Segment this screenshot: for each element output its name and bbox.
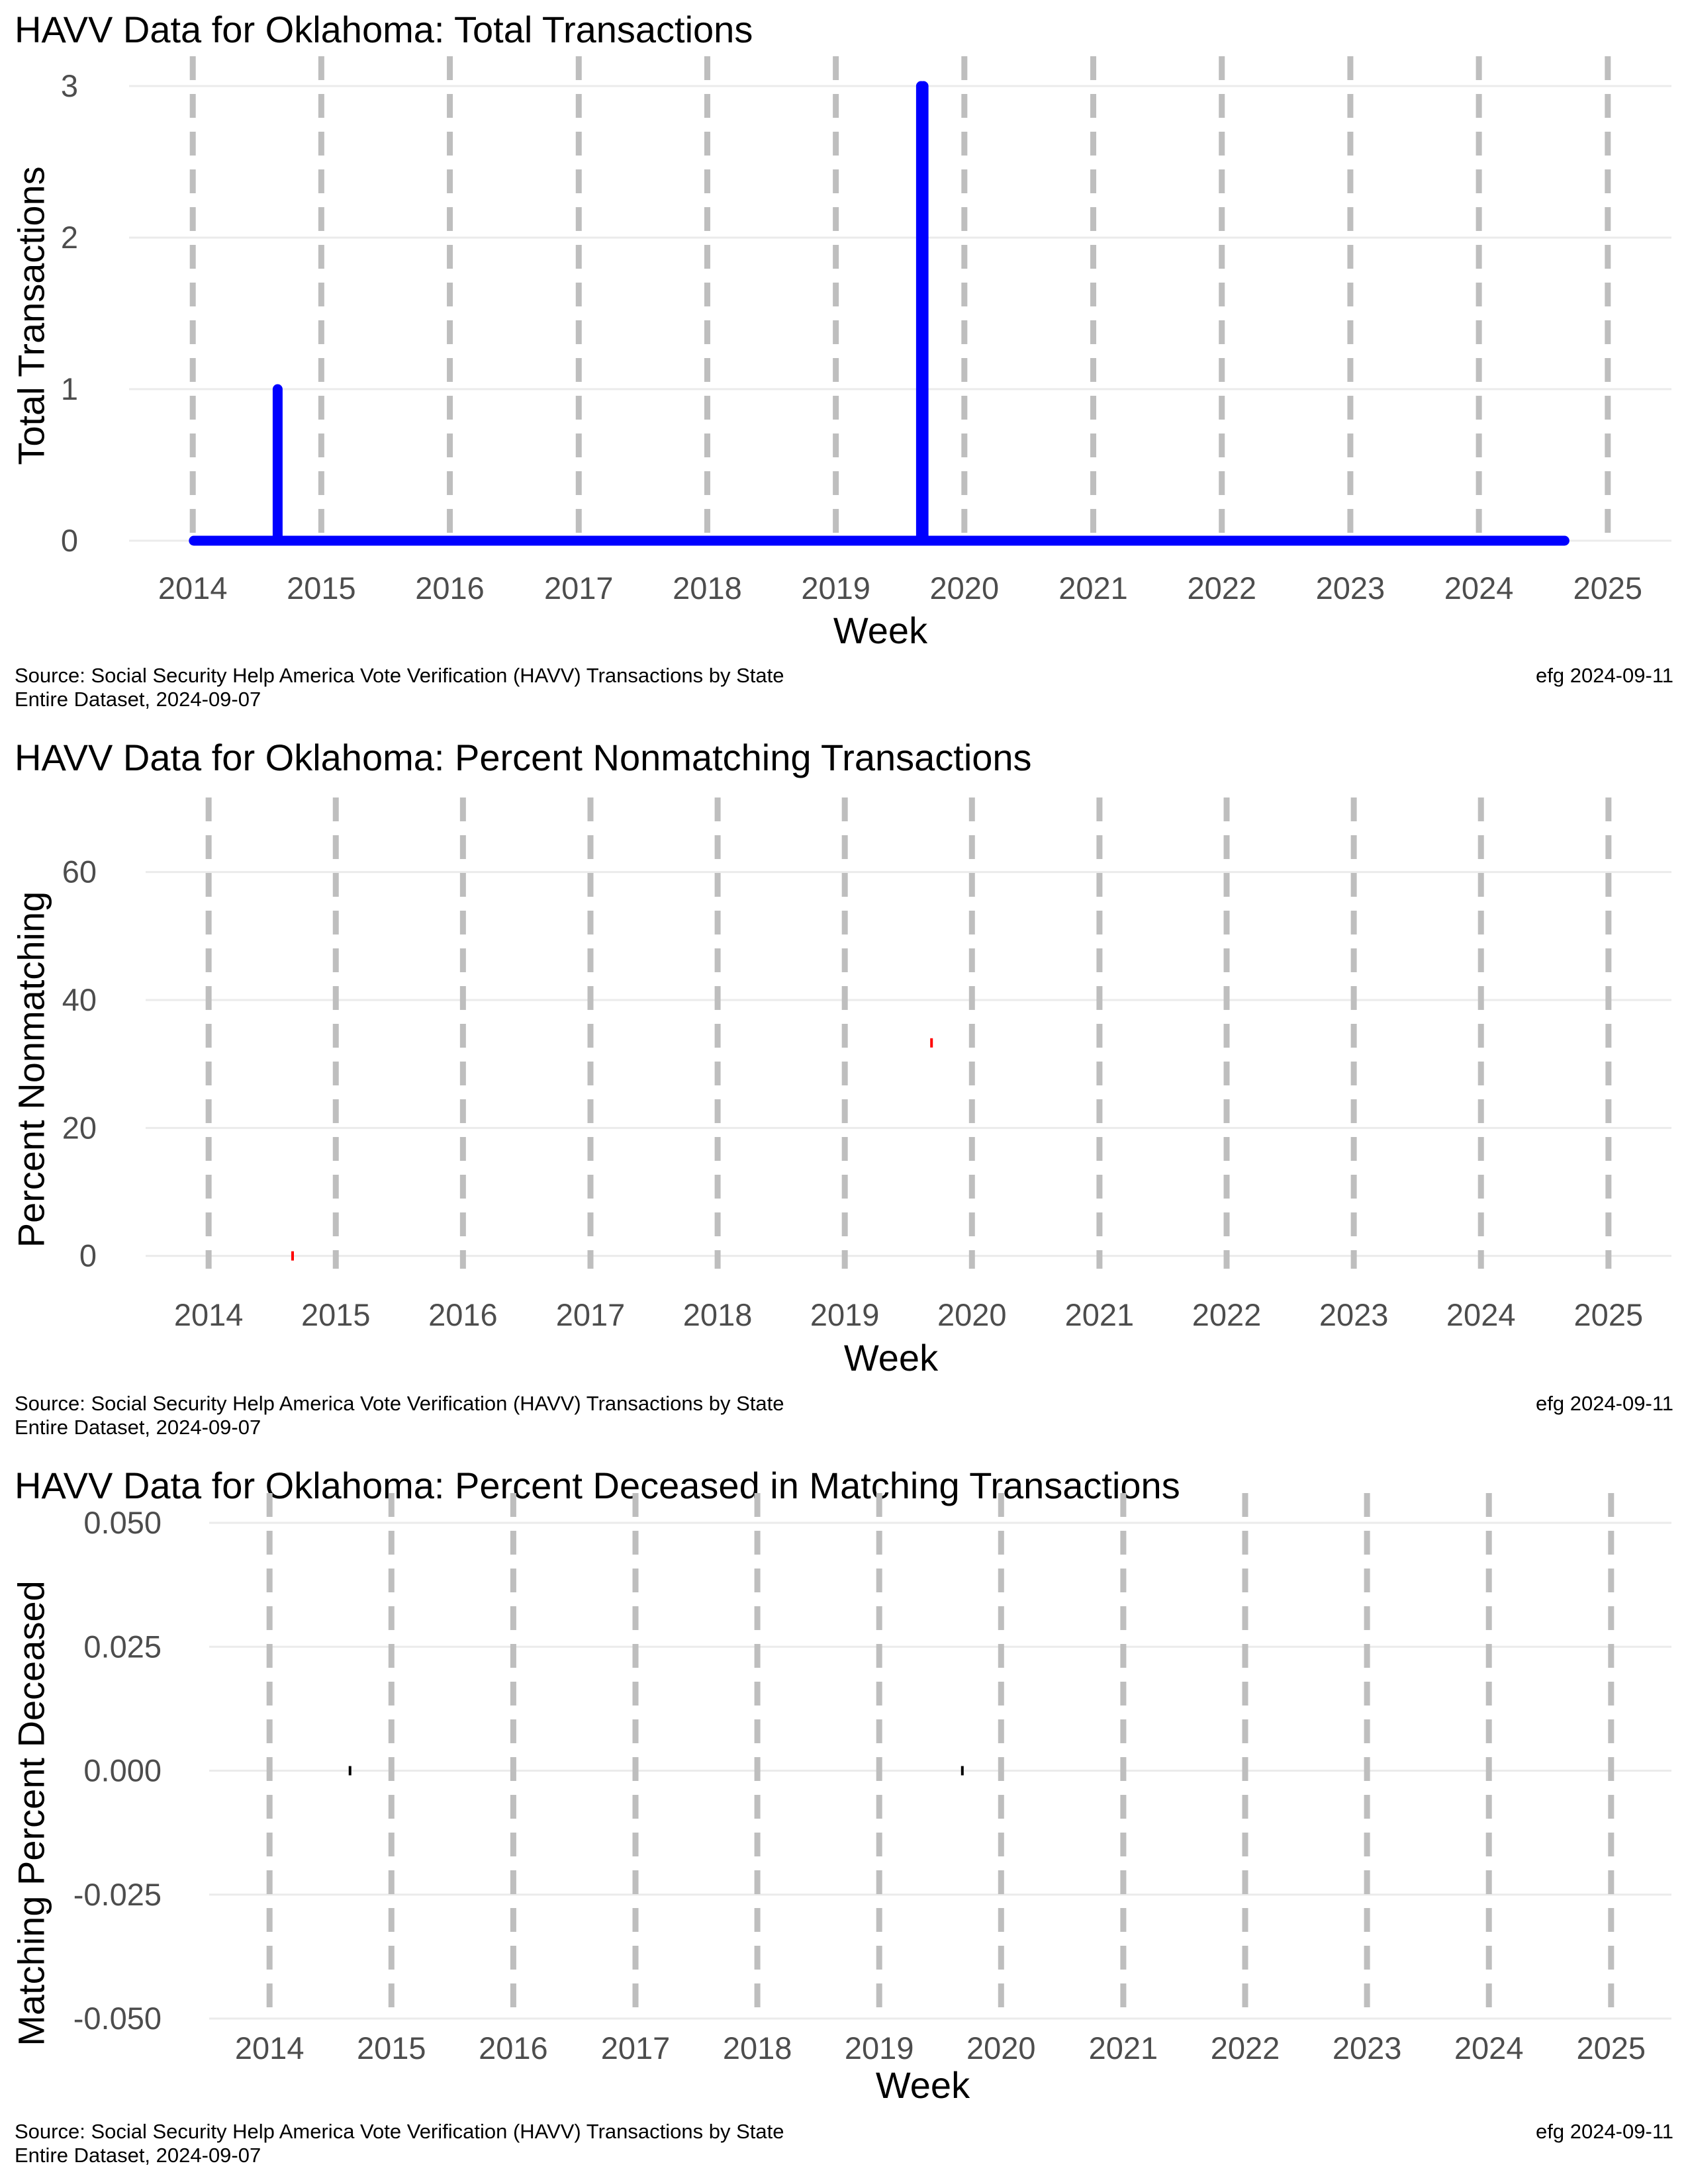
total-transactions-chart: 0 1 2 3 2014 2015 2016 2017 2018 2019 2020 2021 2022… (61, 56, 1671, 606)
x-tick-label: 2016 (428, 1297, 498, 1332)
source-note: Source: Social Security Help America Vot… (15, 1392, 784, 1439)
x-tick-label: 2021 (1065, 1297, 1135, 1332)
y-tick-label: 60 (62, 854, 97, 889)
y-tick-label: 2 (61, 220, 78, 255)
chart-title: HAVV Data for Oklahoma: Total Transactio… (15, 9, 753, 50)
x-tick-label: 2014 (158, 570, 228, 606)
percent-deceased-chart: 0.050 0.025 0.000 -0.025 -0.050 2014 2015 2016 2… (73, 1493, 1671, 2066)
x-tick-label: 2014 (174, 1297, 244, 1332)
source-line: Source: Social Security Help America Vot… (15, 2120, 784, 2143)
total-transactions-panel: HAVV Data for Oklahoma: Total Transactio… (0, 0, 1688, 728)
y-axis-label: Matching Percent Deceased (10, 1580, 52, 2046)
x-tick-label: 2015 (287, 570, 356, 606)
x-tick-label: 2021 (1089, 2030, 1158, 2066)
x-tick-label: 2020 (966, 2030, 1036, 2066)
source-line: Source: Social Security Help America Vot… (15, 664, 784, 687)
dataset-line: Entire Dataset, 2024-09-07 (15, 1416, 261, 1439)
credit-note: efg 2024-09-11 (1536, 1392, 1673, 1415)
x-axis-label: Week (843, 1337, 939, 1379)
x-tick-label: 2016 (415, 570, 485, 606)
y-tick-label: 1 (61, 371, 78, 406)
y-tick-label: 0.025 (83, 1629, 162, 1664)
source-line: Source: Social Security Help America Vot… (15, 1392, 784, 1415)
x-tick-label: 2022 (1187, 570, 1256, 606)
x-axis-label: Week (875, 2064, 970, 2106)
chart-title: HAVV Data for Oklahoma: Percent Deceased… (15, 1465, 1180, 1506)
x-tick-label: 2017 (544, 570, 614, 606)
y-tick-label: 40 (62, 982, 97, 1017)
x-tick-label: 2025 (1577, 2030, 1646, 2066)
x-tick-label: 2023 (1319, 1297, 1389, 1332)
x-tick-label: 2023 (1316, 570, 1385, 606)
y-tick-label: -0.025 (73, 1877, 162, 1912)
x-tick-label: 2018 (723, 2030, 792, 2066)
dataset-line: Entire Dataset, 2024-09-07 (15, 688, 261, 711)
y-axis-label: Total Transactions (10, 166, 52, 465)
y-tick-label: 3 (61, 68, 78, 103)
source-note: Source: Social Security Help America Vot… (15, 2120, 784, 2167)
x-tick-label: 2017 (556, 1297, 626, 1332)
x-tick-label: 2015 (301, 1297, 371, 1332)
source-note: Source: Social Security Help America Vot… (15, 664, 784, 711)
y-axis-label: Percent Nonmatching (10, 891, 52, 1248)
y-tick-label: -0.050 (73, 2001, 162, 2036)
x-tick-label: 2015 (357, 2030, 426, 2066)
percent-nonmatching-chart: 0 20 40 60 2014 2015 2016 2017 2018 2019 2020 2021 2… (62, 797, 1671, 1332)
x-tick-label: 2025 (1573, 570, 1643, 606)
percent-deceased-panel: HAVV Data for Oklahoma: Percent Deceased… (0, 1456, 1688, 2184)
y-tick-label: 0 (61, 523, 78, 558)
chart-title: HAVV Data for Oklahoma: Percent Nonmatch… (15, 737, 1032, 778)
x-tick-label: 2020 (930, 570, 1000, 606)
y-tick-label: 20 (62, 1110, 97, 1145)
dataset-line: Entire Dataset, 2024-09-07 (15, 2144, 261, 2167)
x-tick-label: 2025 (1574, 1297, 1644, 1332)
x-tick-label: 2019 (845, 2030, 914, 2066)
y-tick-label: 0.050 (83, 1505, 162, 1540)
y-tick-label: 0 (79, 1238, 97, 1273)
credit-note: efg 2024-09-11 (1536, 2120, 1673, 2143)
x-tick-label: 2018 (683, 1297, 753, 1332)
x-tick-label: 2018 (673, 570, 742, 606)
x-tick-label: 2020 (937, 1297, 1007, 1332)
x-tick-label: 2016 (479, 2030, 548, 2066)
x-tick-label: 2017 (601, 2030, 671, 2066)
x-tick-label: 2024 (1454, 2030, 1524, 2066)
x-tick-label: 2022 (1211, 2030, 1280, 2066)
x-tick-label: 2024 (1446, 1297, 1516, 1332)
x-tick-label: 2019 (810, 1297, 880, 1332)
x-tick-label: 2014 (235, 2030, 305, 2066)
x-tick-label: 2023 (1333, 2030, 1402, 2066)
x-tick-label: 2024 (1444, 570, 1514, 606)
x-axis-label: Week (833, 610, 928, 651)
x-tick-label: 2022 (1192, 1297, 1262, 1332)
x-tick-label: 2019 (801, 570, 870, 606)
percent-nonmatching-panel: HAVV Data for Oklahoma: Percent Nonmatch… (0, 728, 1688, 1456)
y-tick-label: 0.000 (83, 1753, 162, 1788)
x-tick-label: 2021 (1058, 570, 1128, 606)
credit-note: efg 2024-09-11 (1536, 664, 1673, 687)
